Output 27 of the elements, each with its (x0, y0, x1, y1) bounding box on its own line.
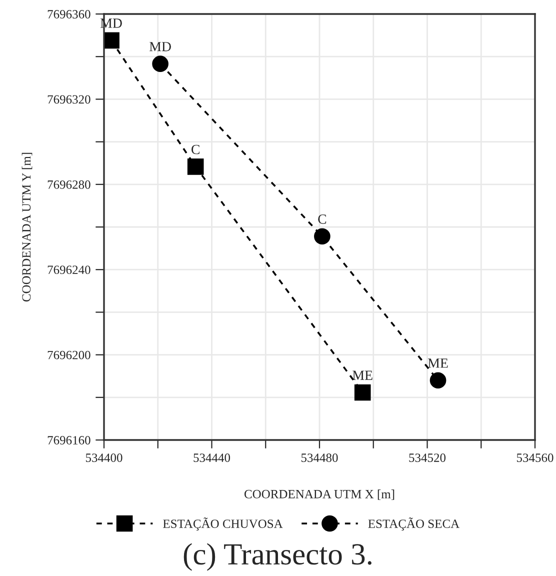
point (152, 56, 168, 72)
y-axis-title: COORDENADA UTM Y [m] (22, 152, 32, 302)
point (187, 158, 204, 175)
x-tick-label: 534440 (194, 454, 230, 462)
x-axis-title: COORDENADA UTM X [m] (244, 490, 394, 500)
annotation: MD (150, 42, 171, 52)
legend-label: ESTAÇÃO SECA (368, 517, 460, 531)
text: (c) Transecto 3. (184, 543, 372, 571)
point (104, 32, 120, 49)
y-tick-label: 7696240 (48, 266, 90, 274)
annotation: ME (428, 358, 448, 368)
y-tick-label: 7696280 (48, 180, 90, 189)
y-tick-label: 7696160 (48, 436, 90, 444)
x-tick-label: 534480 (301, 454, 338, 462)
point (430, 372, 446, 389)
point (354, 384, 371, 401)
legend-label: ESTAÇÃO CHUVOSA (163, 517, 283, 531)
y-tick-label: 7696200 (48, 350, 90, 360)
y-tick-label: 7696320 (48, 95, 90, 104)
x-tick-label: 534400 (86, 454, 122, 462)
annotation: C (192, 144, 200, 154)
x-tick-label: 534520 (409, 454, 446, 462)
y-tick-label: 7696360 (48, 10, 90, 18)
x-tick-label: 534560 (516, 454, 554, 462)
annotation: C (318, 214, 326, 224)
point (314, 228, 330, 245)
annotation: ME (352, 370, 372, 380)
